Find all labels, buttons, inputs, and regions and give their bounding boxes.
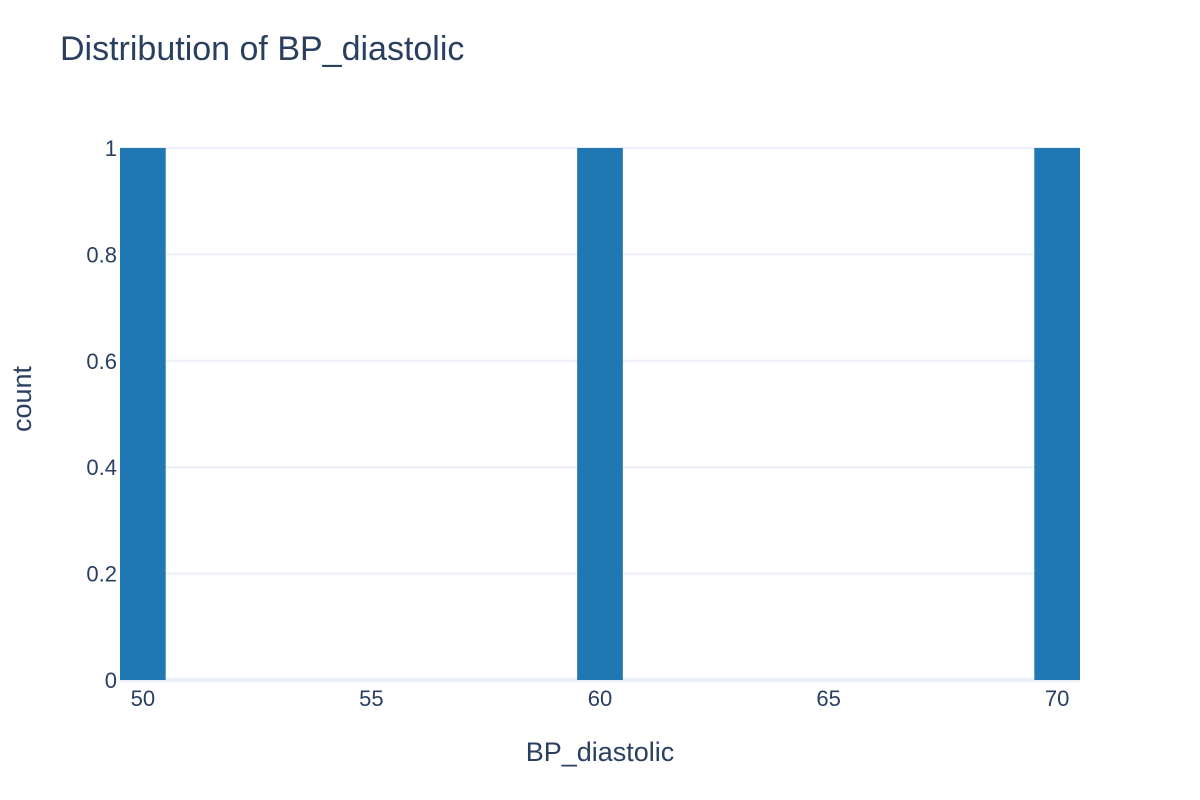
chart-title: Distribution of BP_diastolic	[60, 30, 464, 68]
y-axis-ticks: 0 0.2 0.4 0.6 0.8 1	[86, 136, 117, 693]
x-axis-title: BP_diastolic	[526, 737, 675, 767]
histogram-bar	[577, 148, 623, 680]
x-tick-label: 55	[359, 686, 383, 711]
x-tick-label: 65	[816, 686, 840, 711]
y-tick-label: 1	[105, 136, 117, 161]
x-tick-label: 60	[588, 686, 612, 711]
y-tick-label: 0	[105, 668, 117, 693]
histogram-bar	[120, 148, 166, 680]
x-tick-label: 70	[1045, 686, 1069, 711]
y-axis-title: count	[7, 365, 37, 432]
y-tick-label: 0.8	[86, 242, 117, 267]
x-axis-ticks: 50 55 60 65 70	[131, 686, 1070, 711]
x-tick-label: 50	[131, 686, 155, 711]
y-tick-label: 0.6	[86, 349, 117, 374]
bars	[120, 148, 1080, 680]
y-tick-label: 0.2	[86, 562, 117, 587]
histogram-bar	[1034, 148, 1080, 680]
y-tick-label: 0.4	[86, 455, 117, 480]
